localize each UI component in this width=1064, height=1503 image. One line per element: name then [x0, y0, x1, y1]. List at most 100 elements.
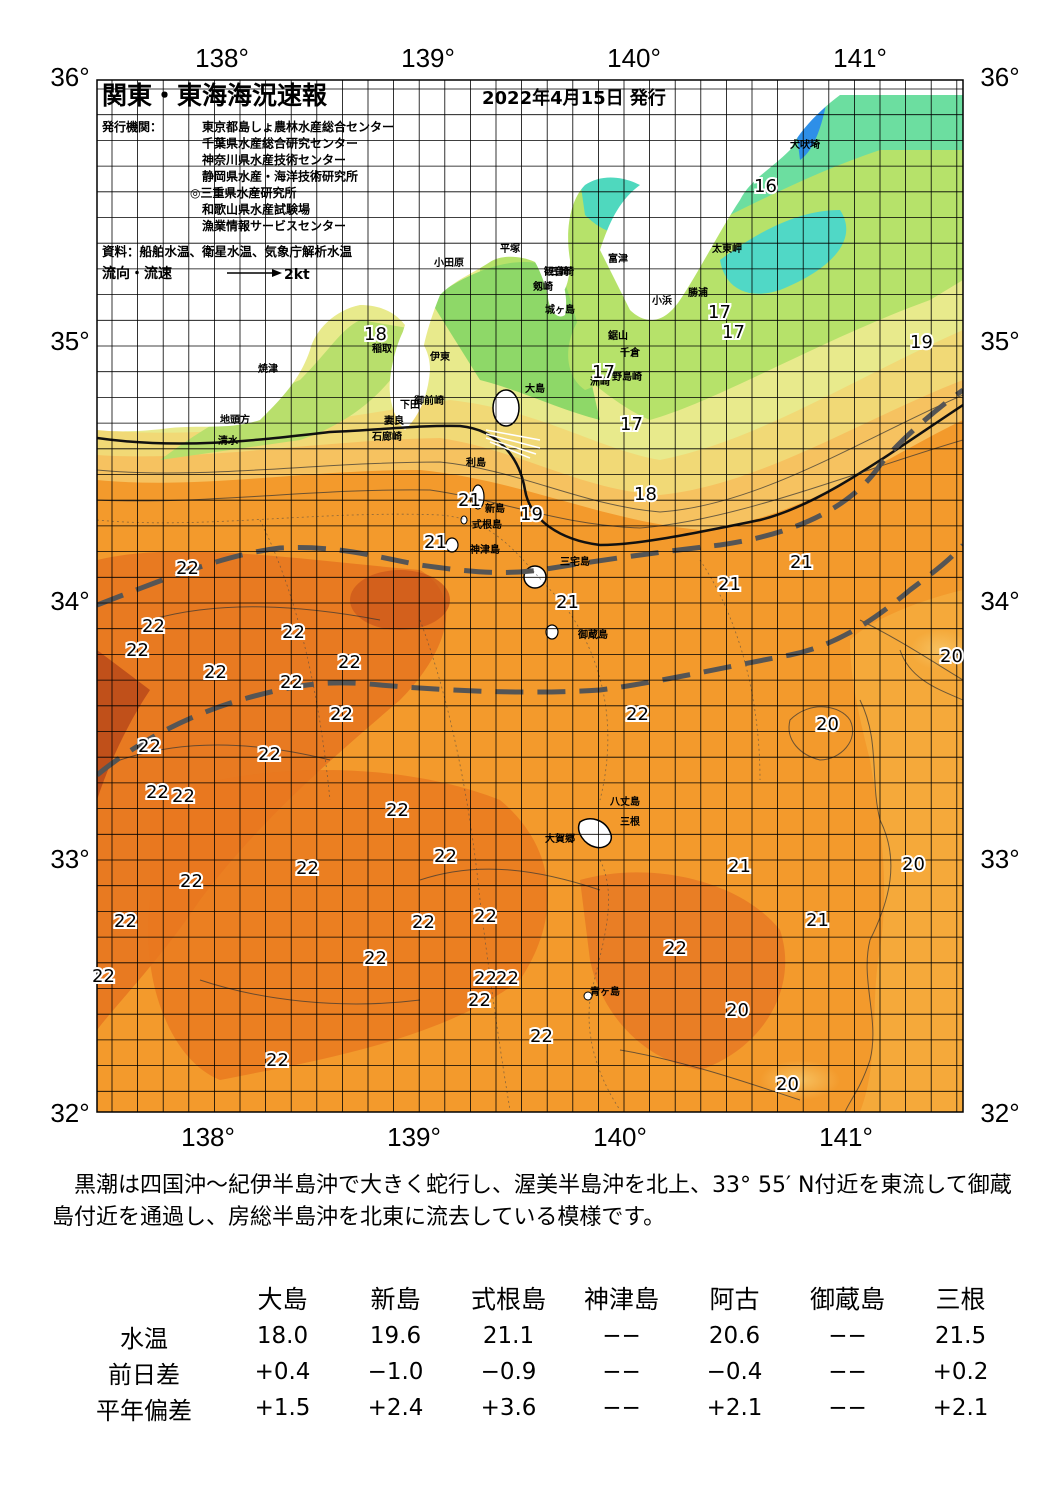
- place-name: 平塚: [500, 242, 520, 255]
- axis-labels: 138° 138° 139° 139° 140° 140° 141° 141° 36° 36° 35…: [50, 43, 1019, 1152]
- temperature-label: 18: [634, 484, 657, 505]
- temperature-label: 17: [592, 362, 615, 383]
- latitude-label-left: 32°: [50, 1098, 89, 1128]
- column-header: 大島: [257, 1285, 308, 1314]
- place-name: 大島: [525, 382, 545, 395]
- temperature-label: 21: [458, 490, 481, 511]
- latitude-label-right: 32°: [980, 1098, 1019, 1128]
- island-temperature-table: 大島 新島 式根島 神津島 阿古 御蔵島 三根 水温 18.0 19.6 21.…: [62, 1278, 1017, 1426]
- place-name: 観音崎: [544, 265, 574, 278]
- issuer-name: 千葉県水産総合研究センター: [202, 136, 358, 151]
- temperature-label: 17: [722, 322, 745, 343]
- temperature-label: 20: [940, 646, 963, 667]
- latitude-label-left: 34°: [50, 586, 89, 616]
- temperature-label: 22: [138, 736, 161, 757]
- temperature-label: 22: [282, 622, 305, 643]
- table-cell: 20.6: [708, 1323, 761, 1349]
- place-name: 式根島: [472, 518, 502, 531]
- temperature-label: 22: [258, 744, 281, 765]
- kuroshio-axis: [97, 387, 963, 777]
- flow-arrows: [485, 429, 541, 459]
- island-shikinejima: [460, 515, 468, 525]
- place-name: 剱崎: [532, 280, 553, 293]
- issue-date: 2022年4月15日 発行: [482, 87, 666, 109]
- sea-temperature-map: 138° 138° 139° 139° 140° 140° 141° 141° 36° 36° 35…: [50, 43, 1019, 1152]
- table-row: 水温 18.0 19.6 21.1 −− 20.6 −− 21.5: [62, 1318, 1017, 1354]
- place-name: 富津: [608, 252, 628, 265]
- temperature-label: 22: [474, 906, 497, 927]
- temperature-label: 22: [330, 704, 353, 725]
- map-title: 関東・東海海況速報: [102, 81, 328, 110]
- temperature-label: 22: [474, 968, 497, 989]
- island-mikurajima: [545, 624, 559, 640]
- island-kozushima: [445, 537, 459, 553]
- place-name: 太東岬: [711, 242, 742, 255]
- coastal-front-line: [97, 403, 963, 547]
- temperature-label: 22: [386, 800, 409, 821]
- place-name: 新島: [485, 502, 505, 515]
- temperature-label: 20: [902, 854, 925, 875]
- place-name: 神津島: [470, 543, 500, 556]
- issuer-list: 東京都島しょ農林水産総合センター千葉県水産総合研究センター神奈川県水産技術センタ…: [190, 119, 394, 233]
- table-row: 前日差 +0.4 −1.0 −0.9 −− −0.4 −− +0.2: [62, 1354, 1017, 1390]
- temperature-label: 22: [146, 782, 169, 803]
- temperature-label: 22: [280, 672, 303, 693]
- island-hachijojima: [578, 818, 612, 849]
- temperature-label: 20: [816, 714, 839, 735]
- issuer-name: ◎三重県水産研究所: [190, 185, 296, 200]
- issuer-name: 神奈川県水産技術センター: [202, 152, 346, 167]
- issuer-label: 発行機関：: [101, 119, 162, 134]
- issuer-name: 漁業情報サービスセンター: [202, 218, 346, 233]
- temperature-label: 22: [266, 1050, 289, 1071]
- place-name: 野島崎: [612, 370, 642, 383]
- place-name: 小田原: [433, 256, 464, 269]
- warm-core-patch: [148, 770, 548, 1080]
- current-summary: 黒潮は四国沖～紀伊半島沖で大きく蛇行し、渥美半島沖を北上、33° 55′ N付近…: [52, 1170, 1012, 1234]
- place-name: 御前崎: [413, 394, 444, 407]
- table-cell: 18.0: [256, 1323, 309, 1349]
- table-cell: +0.4: [254, 1359, 311, 1385]
- longitude-label-bottom: 140°: [593, 1122, 647, 1152]
- isotherm-lines: [97, 394, 963, 1112]
- data-source: 資料：船舶水温、衛星水温、気象庁解析水温: [102, 244, 353, 259]
- table-corner: [62, 1278, 226, 1318]
- table-cell: −0.9: [480, 1359, 537, 1385]
- place-name: 焼津: [258, 362, 278, 375]
- table-cell: −1.0: [367, 1359, 424, 1385]
- column-header: 御蔵島: [809, 1285, 885, 1314]
- temperature-label: 16: [754, 176, 777, 197]
- place-name: 下田: [400, 399, 420, 411]
- temperature-label: 22: [142, 616, 165, 637]
- place-name: 城ヶ島: [545, 303, 575, 316]
- place-name: 伊東: [429, 350, 450, 363]
- table-cell: −−: [828, 1359, 867, 1385]
- place-name: 千倉: [620, 346, 641, 359]
- column-header: 神津島: [583, 1285, 659, 1314]
- column-header: 式根島: [470, 1285, 546, 1314]
- row-label: 前日差: [108, 1360, 180, 1389]
- table-cell: −−: [602, 1359, 641, 1385]
- bathymetry-lines: [97, 513, 761, 1111]
- latitude-label-right: 34°: [980, 586, 1019, 616]
- temperature-label: 21: [790, 552, 813, 573]
- column-header: 三根: [935, 1285, 986, 1314]
- place-name: 石廊崎: [371, 430, 402, 443]
- latitude-label-left: 35°: [50, 326, 89, 356]
- temperature-label: 22: [204, 662, 227, 683]
- temperature-label: 17: [620, 414, 643, 435]
- cold-water: [720, 210, 847, 294]
- temperature-label: 22: [296, 858, 319, 879]
- latitude-label-right: 35°: [980, 326, 1019, 356]
- temperature-label: 22: [338, 652, 361, 673]
- latitude-label-left: 36°: [50, 62, 89, 92]
- place-name: 勝浦: [688, 286, 708, 299]
- temperature-label: 21: [424, 532, 447, 553]
- temperature-label: 22: [126, 640, 149, 661]
- temperature-label: 22: [626, 704, 649, 725]
- place-name: 大賀郷: [545, 832, 575, 845]
- place-name: 三根: [620, 815, 640, 828]
- temperature-label: 22: [496, 968, 519, 989]
- table-cell: +3.6: [480, 1395, 537, 1421]
- table-cell: −−: [828, 1395, 867, 1421]
